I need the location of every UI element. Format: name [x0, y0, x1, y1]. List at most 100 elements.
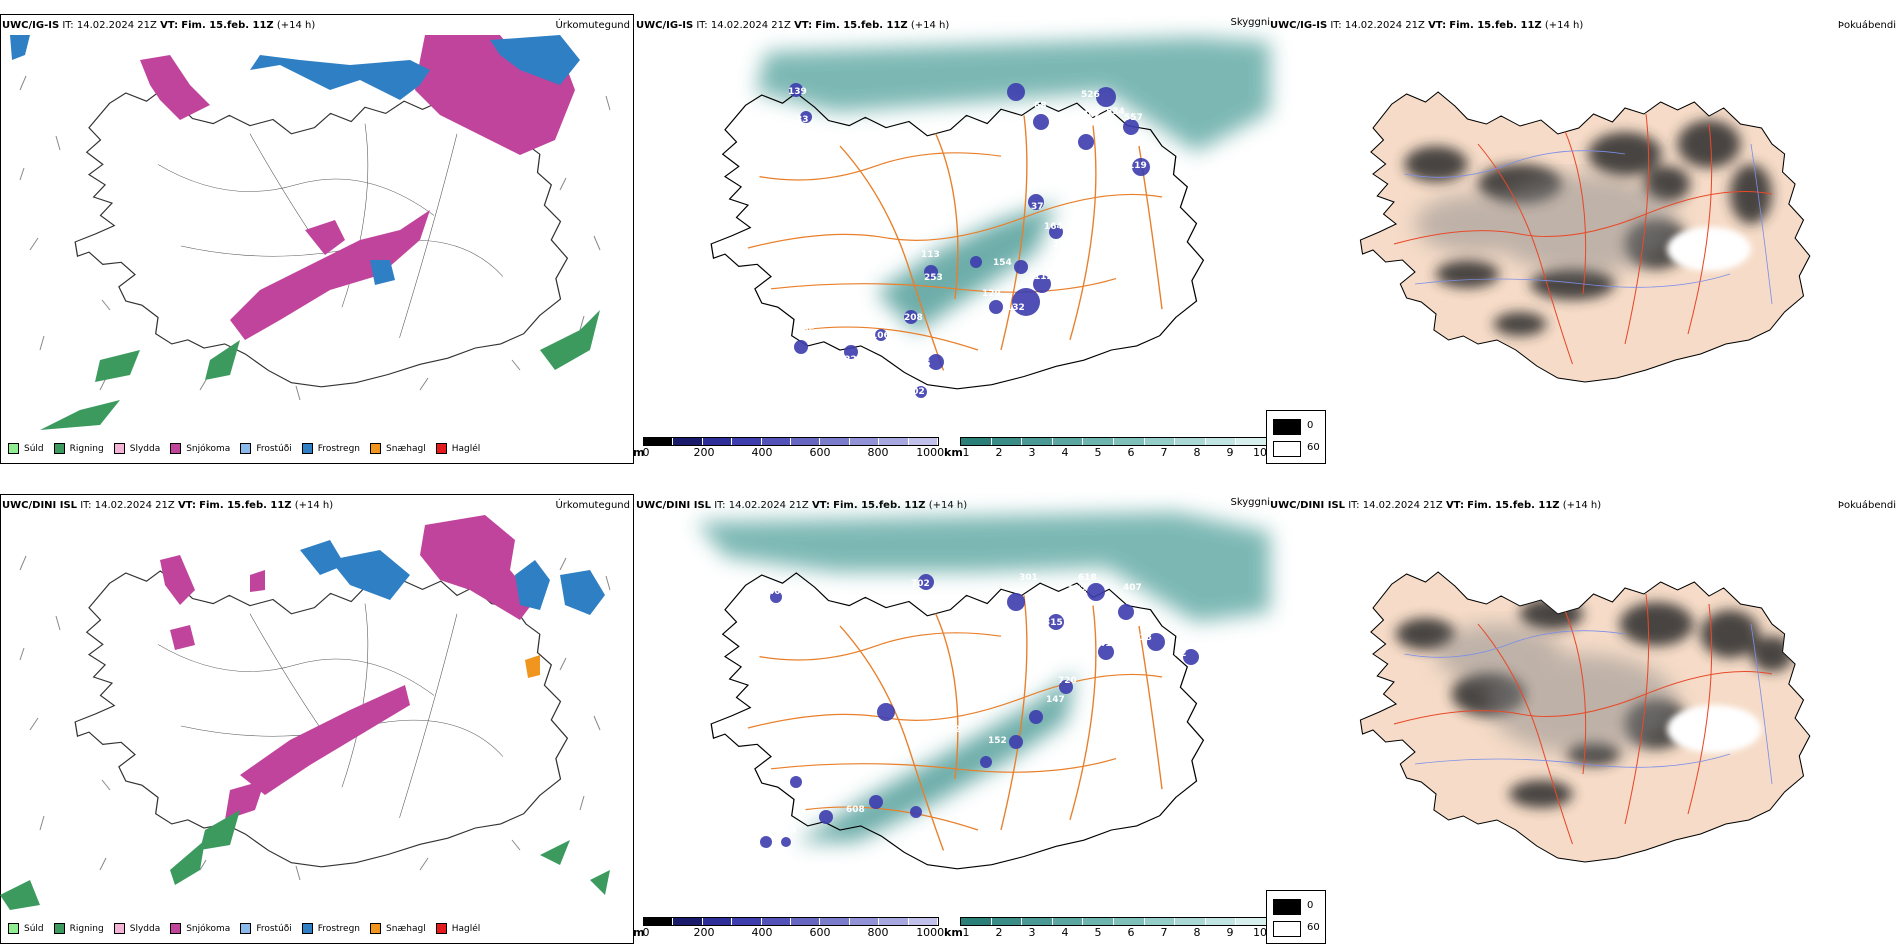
legend-item-hail: Haglél [435, 923, 480, 934]
legend-item-freezing-rain: Frostregn [301, 443, 360, 454]
cloud-base-cells-1 [789, 83, 1150, 398]
svg-text:105: 105 [796, 327, 815, 337]
svg-text:618: 618 [1078, 573, 1097, 583]
fog-legend-1: 0 60 [1266, 410, 1326, 464]
svg-text:402: 402 [768, 587, 787, 597]
svg-text:147: 147 [1046, 695, 1065, 705]
svg-text:26: 26 [836, 337, 849, 347]
svg-text:182: 182 [942, 725, 961, 735]
legend-item-drizzle: Súld [8, 923, 44, 934]
svg-text:132: 132 [1006, 303, 1025, 313]
svg-text:702: 702 [911, 579, 930, 589]
run-header-1b: UWC/IG-IS IT: 14.02.2024 21Z VT: Fim. 15… [636, 20, 950, 31]
svg-text:557: 557 [1124, 113, 1143, 123]
visibility-ticks-1: 1 2 3 4 5 6 7 8 9 10 [962, 446, 1268, 459]
svg-text:772: 772 [1068, 585, 1087, 595]
legend-item-freezing-drizzle: Frostúði [240, 923, 292, 934]
svg-text:504: 504 [1096, 625, 1115, 635]
panel-title-clouds-2: Skyggni [1230, 497, 1270, 508]
svg-text:68: 68 [1034, 101, 1047, 111]
panel-title-clouds-1: Skyggni [1230, 17, 1270, 28]
svg-text:534: 534 [1106, 107, 1125, 117]
svg-text:113: 113 [921, 250, 940, 260]
visibility-ticks-2: 1 2 3 4 5 6 7 8 9 10 [962, 926, 1268, 939]
svg-text:208: 208 [904, 313, 923, 323]
svg-text:118: 118 [1133, 633, 1152, 643]
svg-text:440: 440 [1096, 601, 1115, 611]
legend-item-snow-pellets: Snæhagl [370, 443, 426, 454]
svg-text:112: 112 [1034, 272, 1053, 282]
svg-text:315: 315 [1044, 618, 1063, 628]
svg-text:742: 742 [1082, 110, 1101, 120]
precip-legend-2: Súld Rigning Slydda Snjókoma Frostúði Fr… [8, 923, 490, 934]
cloud-base-unit-2: m [633, 926, 645, 939]
legend-item-snow: Snjókoma [170, 923, 230, 934]
legend-item-freezing-rain: Frostregn [301, 923, 360, 934]
svg-text:608: 608 [846, 805, 865, 815]
svg-text:97: 97 [1014, 317, 1027, 327]
precip-map-2 [0, 515, 611, 910]
cloud-base-labels-1: 139 33 526 742 534 557 68 119 37 164 257… [788, 87, 1147, 397]
legend-item-hail: Haglél [435, 443, 480, 454]
svg-text:257: 257 [1053, 240, 1072, 250]
run-header-2a: UWC/DINI ISL IT: 14.02.2024 21Z VT: Fim.… [2, 500, 334, 511]
svg-text:119: 119 [1128, 161, 1147, 171]
legend-item-sleet: Slydda [113, 443, 160, 454]
cloud-base-ticks-2: 0 200 400 600 800 1000 [642, 926, 945, 939]
run-header-1a: UWC/IG-IS IT: 14.02.2024 21Z VT: Fim. 15… [2, 20, 316, 31]
precip-snow-areas-1 [10, 35, 600, 430]
svg-text:37: 37 [1031, 202, 1044, 212]
cloud-base-colorbar-2 [643, 917, 939, 926]
legend-item-freezing-drizzle: Frostúði [240, 443, 292, 454]
panel-title-fog-2: Þokuábendi [1837, 500, 1896, 511]
cloud-map-1: 139 33 526 742 534 557 68 119 37 164 257… [710, 37, 1270, 398]
svg-text:35: 35 [918, 359, 931, 369]
cloud-base-ticks-1: 0 200 400 600 800 1000 [642, 446, 945, 459]
run-header-2c: UWC/DINI ISL IT: 14.02.2024 21Z VT: Fim.… [1270, 500, 1602, 511]
svg-text:154: 154 [993, 258, 1012, 268]
svg-text:407: 407 [1123, 583, 1142, 593]
legend-item-drizzle: Súld [8, 443, 44, 454]
fog-legend-2: 0 60 [1266, 890, 1326, 944]
legend-item-snow-pellets: Snæhagl [370, 923, 426, 934]
svg-text:139: 139 [788, 87, 807, 97]
visibility-unit-2: km [944, 926, 963, 939]
fog-map-1 [1359, 91, 1811, 383]
fog-map-2 [1359, 571, 1811, 863]
run-header-1c: UWC/IG-IS IT: 14.02.2024 21Z VT: Fim. 15… [1270, 20, 1584, 31]
wind-barbs-2 [19, 555, 611, 881]
panel-title-fog-1: Þokuábendi [1837, 20, 1896, 31]
legend-item-rain: Rigning [53, 443, 104, 454]
svg-text:720: 720 [1058, 676, 1077, 686]
svg-text:14: 14 [784, 826, 797, 836]
cloud-base-labels-2: 402 702 618 772 407 440 301 587 315 504 … [768, 573, 1187, 841]
cloud-base-colorbar-1 [643, 437, 939, 446]
visibility-colorbar-1 [960, 437, 1268, 446]
cloud-base-unit-1: m [633, 446, 645, 459]
cloud-base-cells-2 [760, 574, 1199, 848]
svg-text:129: 129 [982, 289, 1001, 299]
legend-item-rain: Rigning [53, 923, 104, 934]
precip-snow-areas-2 [0, 515, 610, 910]
visibility-colorbar-2 [960, 917, 1268, 926]
svg-text:102: 102 [906, 387, 925, 397]
legend-item-snow: Snjókoma [170, 443, 230, 454]
precip-map-1 [10, 35, 611, 430]
svg-text:164: 164 [1044, 222, 1063, 232]
svg-text:587: 587 [1041, 602, 1060, 612]
svg-text:106: 106 [871, 331, 890, 341]
svg-text:411: 411 [1099, 639, 1118, 649]
precip-legend-1: Súld Rigning Slydda Snjókoma Frostúði Fr… [8, 443, 490, 454]
svg-text:107: 107 [915, 831, 934, 841]
run-header-2b: UWC/DINI ISL IT: 14.02.2024 21Z VT: Fim.… [636, 500, 968, 511]
panel-title-precip-2: Úrkomutegund [555, 500, 630, 511]
svg-text:82: 82 [1174, 649, 1187, 659]
panel-title-precip-1: Úrkomutegund [555, 20, 630, 31]
legend-item-sleet: Slydda [113, 923, 160, 934]
cloud-map-2: 402 702 618 772 407 440 301 587 315 504 … [696, 512, 1270, 870]
svg-text:33: 33 [796, 115, 809, 125]
svg-text:322: 322 [838, 355, 857, 365]
svg-text:253: 253 [924, 273, 943, 283]
svg-text:301: 301 [1019, 573, 1038, 583]
svg-text:152: 152 [988, 736, 1007, 746]
